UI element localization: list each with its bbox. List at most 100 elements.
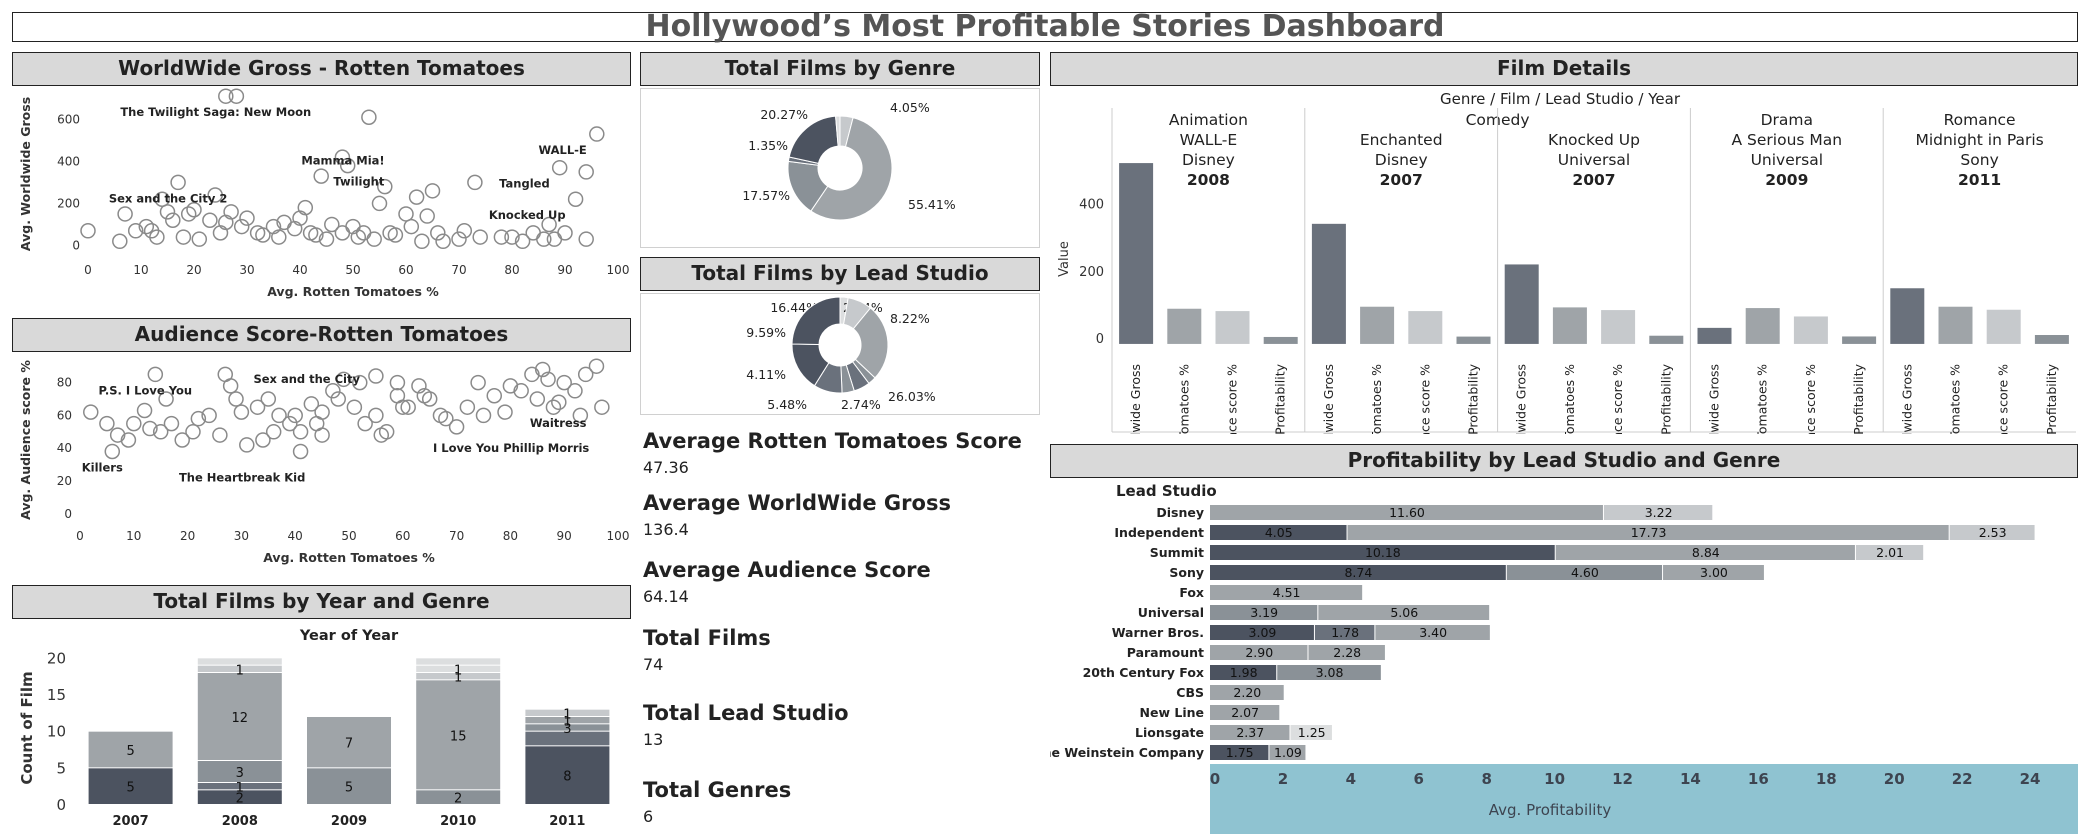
profitability-chart[interactable]: Lead Studio Disney 11.60 3.22 Independent 4.0…	[1050, 478, 2078, 836]
films-studio-donut[interactable]: 2.74%8.22%26.03%2.74%5.48%4.11%9.59%16.4…	[640, 293, 1040, 415]
y-tick-label: 0	[64, 507, 72, 521]
scatter-point	[218, 88, 234, 104]
scatter-point	[154, 191, 170, 207]
y-axis-title: Value	[1057, 241, 1072, 277]
pie-slice	[835, 115, 841, 147]
profit-segment	[1663, 565, 1764, 580]
x-tick-label: 100	[607, 263, 630, 277]
scatter-point	[233, 404, 250, 420]
profit-value-label: 1.25	[1298, 725, 1326, 740]
x-tick-label: 2	[1278, 770, 1288, 788]
profit-segment	[1855, 545, 1924, 560]
audience-rt-scatter[interactable]: 0 10 20 30 40 50 60 70 80 90 100 0 20 40 60 80 P.S. I Lo…	[12, 352, 631, 578]
scatter-point	[456, 223, 473, 239]
pie-label: 8.22%	[890, 311, 930, 326]
category-label: 2007	[113, 814, 149, 829]
scatter-point	[228, 88, 245, 104]
profit-segment	[1210, 565, 1506, 580]
profit-segment	[1210, 505, 1603, 520]
scatter-point	[389, 374, 406, 391]
profit-value-label: 8.74	[1344, 565, 1372, 580]
scatter-point	[414, 233, 430, 250]
point-label: P.S. I Love You	[99, 383, 193, 397]
x-tick-label: 6	[1414, 770, 1424, 788]
group-header-line: A Serious Man	[1732, 131, 1843, 149]
gross-rt-header: WorldWide Gross - Rotten Tomatoes	[12, 52, 631, 86]
studio-label: Sony	[1169, 565, 1204, 580]
y-tick-label: 15	[47, 686, 66, 704]
profit-value-label: 2.20	[1233, 685, 1261, 700]
x-tick-label: 70	[451, 263, 466, 277]
bar-segment	[525, 717, 610, 724]
scatter-point	[324, 216, 340, 233]
scatter-point	[368, 368, 384, 384]
y-tick-label: 600	[57, 112, 80, 126]
studio-label: Warner Bros.	[1112, 625, 1204, 640]
bar-segment	[88, 768, 173, 804]
bar-value-label: 15	[450, 729, 467, 744]
gross-rt-scatter[interactable]: 0 10 20 30 40 50 60 70 80 90 100 0 200 400 600 The Twil…	[12, 86, 631, 310]
measure-label: Profitability	[1273, 363, 1288, 434]
scatter-point	[180, 206, 197, 222]
category-label: 2008	[222, 814, 258, 829]
measure-label: Audience score %	[1996, 364, 2011, 434]
scatter-point	[540, 371, 556, 388]
studio-label: Paramount	[1127, 645, 1204, 660]
profit-value-label: 1.98	[1230, 665, 1258, 680]
pie-slice	[852, 307, 889, 379]
scatter-point	[152, 424, 169, 440]
bar-value-label: 1	[236, 781, 244, 796]
bar-value-label: 1	[454, 671, 462, 686]
y-tick-label: 60	[57, 408, 72, 422]
category-label: 2009	[331, 814, 367, 829]
scatter-point	[357, 415, 373, 432]
bar-segment	[416, 680, 501, 790]
scatter-point	[368, 407, 384, 424]
bar-segment	[416, 665, 501, 672]
measure-label: Worldwide Gross	[1899, 364, 1914, 434]
detail-bar	[2034, 335, 2069, 344]
scatter-point	[117, 206, 133, 222]
bar-value-label: 1	[563, 707, 571, 722]
measure-label: Audience score %	[1610, 364, 1625, 434]
point-label: The Heartbreak Kid	[179, 470, 305, 484]
detail-bar	[1311, 223, 1346, 344]
profit-segment	[1210, 665, 1277, 680]
bar-segment	[197, 665, 282, 672]
profit-segment	[1308, 645, 1385, 660]
studio-label: 20th Century Fox	[1083, 665, 1204, 680]
x-tick-label: 40	[292, 263, 307, 277]
measure-label: Profitability	[2044, 363, 2059, 434]
profit-value-label: 2.90	[1245, 645, 1273, 660]
scatter-point	[185, 424, 201, 440]
scatter-point	[318, 231, 335, 247]
scatter-point	[239, 437, 255, 453]
x-tick-label: 60	[395, 529, 410, 543]
profit-segment	[1210, 625, 1314, 640]
scatter-point	[416, 387, 433, 404]
films-studio-frame	[640, 293, 1040, 415]
scatter-point	[174, 432, 190, 448]
scatter-point	[217, 366, 234, 383]
x-tick-label: 80	[504, 263, 519, 277]
scatter-point	[303, 396, 320, 412]
studio-label: Fox	[1179, 585, 1204, 600]
measure-label: Rotten Tomatoes %	[1948, 364, 1963, 434]
scatter-point	[308, 415, 325, 432]
x-tick-label: 22	[1952, 770, 1973, 788]
x-tick-label: 8	[1481, 770, 1491, 788]
detail-bar	[1119, 163, 1154, 344]
scatter-point	[514, 233, 531, 250]
studio-label: Disney	[1156, 505, 1204, 520]
bar-segment	[197, 790, 282, 804]
x-tick-label: 20	[180, 529, 195, 543]
point-label: Knocked Up	[489, 208, 566, 222]
films-genre-donut[interactable]: 4.05% 55.41% 17.57% 1.35% 20.27%	[640, 88, 1040, 248]
x-tick-label: 16	[1748, 770, 1769, 788]
scatter-point	[493, 229, 510, 245]
point-label: The Twilight Saga: New Moon	[120, 105, 311, 119]
film-details-chart[interactable]: Genre / Film / Lead Studio / Year 0 200 400…	[1050, 86, 2078, 434]
bar-segment	[197, 783, 282, 790]
detail-bar	[1263, 336, 1298, 344]
